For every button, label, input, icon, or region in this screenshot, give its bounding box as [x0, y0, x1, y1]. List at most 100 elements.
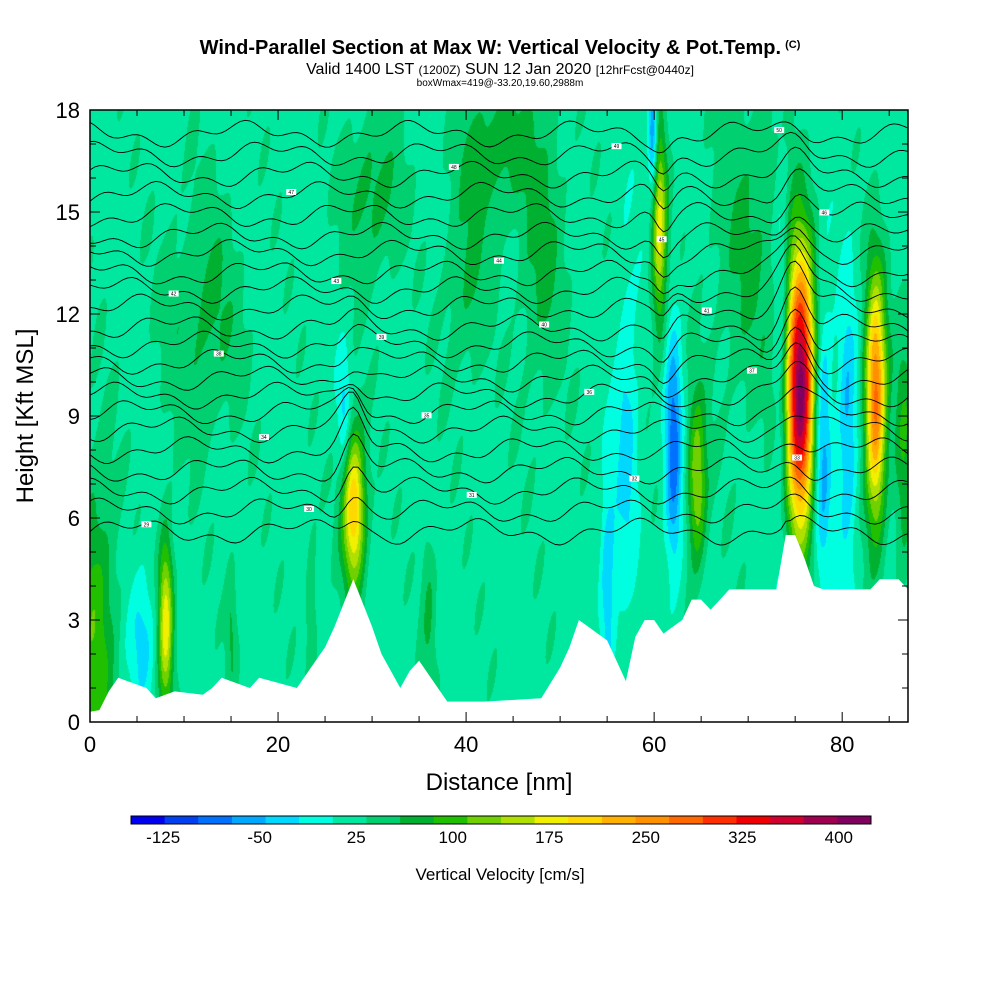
colorbar-swatch	[332, 816, 367, 824]
colorbar-swatch	[400, 816, 435, 824]
contour-label-bg	[448, 163, 459, 170]
contour-label: 34	[261, 435, 267, 441]
colorbar-swatch	[131, 816, 166, 824]
colorbar-swatch	[837, 816, 872, 824]
forecast-info: [12hrFcst@0440z]	[595, 63, 694, 77]
contour-label-bg	[141, 521, 152, 528]
chart-subtitle-2: boxWmax=419@-33.20,19.60,2988m	[416, 78, 584, 89]
contour-label-bg	[584, 388, 595, 395]
contour-label-bg	[746, 367, 757, 374]
contour-label-bg	[213, 350, 224, 357]
colorbar: -125 -50 25 100 175 250 325 400	[130, 815, 872, 847]
contour-label-bg	[629, 475, 640, 482]
theta-contour-line	[90, 326, 908, 385]
x-tick-label: 0	[84, 732, 96, 757]
contour-label-bg	[331, 278, 342, 285]
contour-label: 48	[451, 165, 457, 171]
theta-contour-line	[90, 260, 908, 321]
contour-label-bg	[168, 290, 179, 297]
contour-label-bg	[376, 333, 387, 340]
chart-title: Wind-Parallel Section at Max W: Vertical…	[199, 37, 801, 59]
colorbar-swatch	[501, 816, 536, 824]
colorbar-title: Vertical Velocity [cm/s]	[415, 865, 584, 884]
contour-label-bg	[258, 434, 269, 441]
colorbar-label: 400	[825, 828, 853, 847]
colorbar-swatch	[164, 816, 199, 824]
colorbar-swatch	[601, 816, 637, 824]
theta-contour-line	[90, 406, 908, 464]
theta-contour-line	[90, 235, 908, 295]
theta-contour-line	[90, 391, 908, 444]
contour-label-bg	[466, 491, 477, 498]
contour-label-bg	[494, 257, 504, 264]
contour-label: 45	[659, 237, 665, 243]
y-tick-label: 9	[68, 404, 80, 429]
theta-contour-line	[90, 308, 908, 363]
contour-label-bg	[304, 505, 315, 512]
colorbar-swatch	[198, 816, 233, 824]
contour-label-bg	[774, 126, 785, 133]
x-axis-label: Distance [nm]	[426, 769, 573, 796]
y-tick-label: 12	[56, 302, 80, 327]
colorbar-label: 250	[632, 828, 660, 847]
y-axis: 0 36 9 12 15 18	[56, 98, 908, 735]
colorbar-swatch	[366, 816, 401, 824]
theta-contour-line	[90, 119, 908, 154]
theta-contour-line	[90, 227, 908, 278]
contour-label: 30	[306, 507, 312, 513]
x-tick-label: 60	[642, 732, 666, 757]
contour-label: 50	[776, 128, 782, 134]
contour-label: 37	[749, 369, 755, 375]
y-tick-label: 0	[68, 710, 80, 735]
colorbar-swatch	[265, 816, 300, 824]
theta-contour-line	[90, 385, 908, 427]
colorbar-swatch	[433, 816, 468, 824]
colorbar-label: 25	[347, 828, 366, 847]
title-tag: (C)	[785, 39, 801, 51]
colorbar-label: 100	[439, 828, 467, 847]
contour-label: 47	[288, 190, 294, 196]
plot-area: 29 30 31 32 33 34 35 36 37 38 39 40 41 42 43 44 45 46 47 48…	[89, 109, 909, 723]
theta-contour-line	[90, 286, 908, 342]
colorbar-label: -125	[146, 828, 180, 847]
contour-label-bg	[421, 412, 432, 419]
contour-label: 46	[822, 210, 828, 216]
colorbar-swatch	[736, 816, 771, 824]
colorbar-swatch	[635, 816, 670, 824]
colorbar-swatch	[568, 816, 603, 824]
contour-label-bg	[286, 189, 297, 196]
contour-label: 43	[334, 279, 340, 285]
contour-label: 36	[586, 390, 592, 396]
contour-label-bg	[611, 143, 622, 150]
colorbar-label: 175	[535, 828, 563, 847]
colorbar-frame	[130, 815, 872, 825]
colorbar-swatch	[669, 816, 704, 824]
terrain	[90, 535, 908, 722]
contour-label: 40	[541, 323, 547, 329]
colorbar-swatch	[770, 816, 805, 824]
contour-label-bg	[819, 209, 830, 216]
theta-contour-line	[90, 216, 908, 259]
contour-label-bg	[792, 454, 803, 461]
contour-label: 31	[469, 493, 475, 499]
theta-contour-line	[90, 342, 908, 399]
x-axis: 0 20 40 60 80	[84, 110, 890, 757]
contour-label: 38	[216, 352, 222, 358]
contour-label: 29	[144, 522, 150, 528]
y-tick-label: 18	[56, 98, 80, 123]
colorbar-swatch	[299, 816, 334, 824]
contour-label: 44	[496, 259, 502, 265]
y-axis-label: Height [Kft MSL]	[12, 329, 39, 504]
colorbar-swatch	[534, 816, 569, 824]
y-tick-label: 15	[56, 200, 80, 225]
theta-contour-line	[90, 146, 908, 192]
theta-contour-line	[90, 131, 908, 175]
valid-time: Valid 1400 LST	[306, 61, 414, 78]
y-tick-label: 3	[68, 608, 80, 633]
contour-label: 32	[632, 477, 638, 483]
x-tick-label: 40	[454, 732, 478, 757]
contour-label: 49	[614, 144, 620, 150]
valid-date: SUN 12 Jan 2020	[464, 61, 592, 78]
x-tick-label: 20	[266, 732, 290, 757]
